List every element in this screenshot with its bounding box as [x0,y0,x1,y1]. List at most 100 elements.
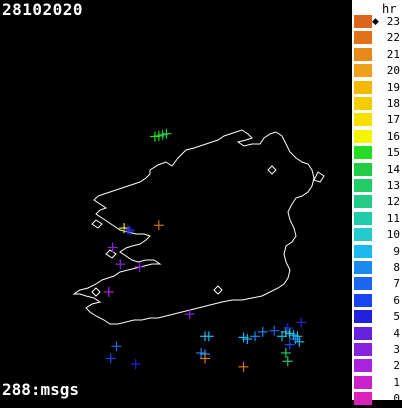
legend-label: 11 [386,211,400,225]
legend-row-1: 1 [352,375,402,391]
legend-label: 10 [386,228,400,242]
date-title: 28102020 [2,0,84,19]
legend-label: 18 [386,97,400,110]
strike-marker [203,331,214,342]
legend-swatch [354,179,372,192]
legend-swatch [354,97,372,110]
legend-row-9: 9 [352,244,402,260]
strike-marker [282,356,293,367]
legend-row-2: 2 [352,358,402,374]
strike-marker [284,339,295,350]
legend-swatch [354,80,372,94]
map-canvas [72,128,325,372]
legend-swatch [354,310,372,324]
legend-row-3: 3 [352,342,402,358]
ireland-coastline [72,129,325,325]
legend-label: 0 [393,392,400,406]
legend-swatch [354,64,372,78]
strike-marker [242,334,253,345]
strike-marker [282,322,293,333]
strike-marker [269,325,280,336]
strike-marker [200,353,210,364]
legend-swatch [354,359,372,373]
legend-row-0: 0 [352,391,402,407]
legend-swatch [354,15,372,28]
legend-row-23: 23 ◆ [352,14,402,30]
legend-label: 22 [386,31,400,45]
strike-marker [107,242,118,253]
strike-marker [134,261,145,272]
legend-label: 17 [386,113,400,127]
legend-label: 5 [393,310,400,324]
legend-label: 15 [386,146,400,160]
strike-marker [153,220,164,231]
strike-marker [105,353,116,364]
legend-label: 16 [386,129,400,143]
legend-label: 14 [386,162,400,176]
legend-row-10: 10 [352,227,402,243]
legend-swatch [354,129,372,143]
legend-row-6: 6 [352,293,402,309]
legend-swatch [354,31,372,45]
legend-row-19: 19 [352,80,402,96]
legend-label: 4 [393,326,400,340]
strike-marker [250,331,261,342]
strike-marker [124,225,135,236]
strike-marker [296,317,307,328]
legend-label: 21 [386,47,400,61]
strike-marker [130,359,141,370]
legend-label: 2 [393,359,400,373]
strike-marker [238,361,249,372]
legend-label: 6 [393,293,400,307]
legend-swatch [354,343,372,356]
legend-swatch [354,277,372,291]
legend-swatch [354,195,372,209]
legend-swatch [354,113,372,127]
legend-row-18: 18 [352,96,402,112]
legend-swatch [354,261,372,274]
legend-swatch [354,392,372,406]
legend-swatch [354,146,372,160]
legend-label: 9 [393,244,400,258]
strike-marker [294,336,305,347]
legend-swatch [354,228,372,242]
strike-marker [115,259,126,270]
legend-label: 3 [393,343,400,356]
legend-swatch [354,326,372,340]
legend-row-17: 17 [352,112,402,128]
strike-marker [257,326,268,337]
legend-swatch [354,293,372,307]
strike-marker [123,224,133,235]
legend-row-7: 7 [352,276,402,292]
legend-label: 7 [393,277,400,291]
legend-swatch [354,211,372,225]
legend-row-11: 11 [352,211,402,227]
hour-legend: hr 23 ◆ 22 21 20 19 18 17 16 15 14 13 12 11 10 9 8 7 6 5 4 3 2… [352,0,402,406]
legend-unit: hr [382,2,397,16]
legend-swatch [354,375,372,389]
legend-swatch [354,244,372,258]
legend-label: 1 [393,375,400,389]
legend-row-14: 14 [352,162,402,178]
legend-label: 19 [386,80,400,94]
legend-row-8: 8 [352,260,402,276]
strike-marker [184,309,195,320]
legend-label: 23 [386,15,400,28]
message-count: 288:msgs [2,380,80,399]
legend-label: 8 [393,261,400,274]
legend-row-12: 12 [352,194,402,210]
legend-label: 13 [386,179,400,192]
legend-label: 20 [386,64,400,78]
strike-marker [103,286,114,297]
legend-row-16: 16 [352,129,402,145]
legend-row-13: 13 [352,178,402,194]
legend-swatch [354,47,372,61]
current-hour-marker-icon: ◆ [372,17,379,27]
legend-label: 12 [386,195,400,209]
legend-row-21: 21 [352,47,402,63]
legend-row-15: 15 [352,145,402,161]
legend-row-22: 22 [352,30,402,46]
strike-marker [161,128,172,139]
strike-marker [280,347,291,358]
legend-row-4: 4 [352,326,402,342]
